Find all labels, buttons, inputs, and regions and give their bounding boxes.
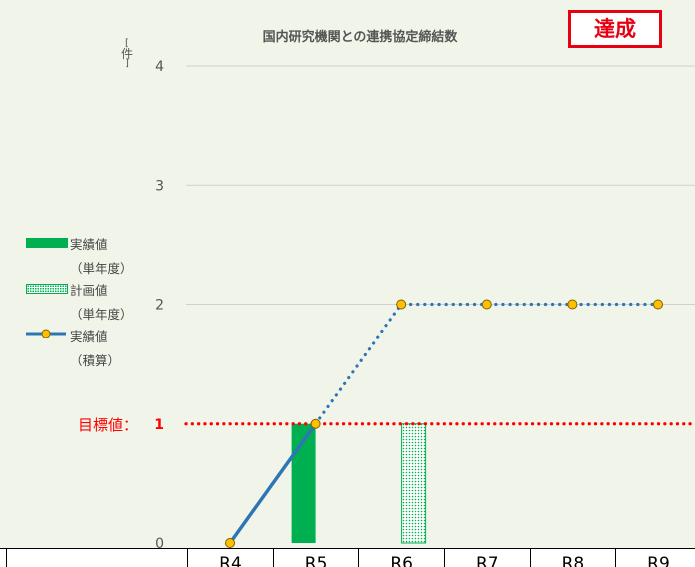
year-table: R4 R5 R6 R7 R8 R9 xyxy=(0,548,695,567)
cumulative-point xyxy=(567,299,578,310)
chart-title: 国内研究機関との連携協定締結数 xyxy=(262,30,458,45)
x-tick-label: R9 xyxy=(615,549,695,567)
legend-sublabel: （積算） xyxy=(70,353,121,368)
legend-label: 計画値 xyxy=(70,283,108,298)
y-tick-label: 0 xyxy=(155,536,164,552)
y-axis-unit-text: 件 xyxy=(120,47,133,61)
cumulative-point xyxy=(225,538,235,548)
legend-key-dotted-bar xyxy=(26,284,68,294)
y-tick-label: 1 xyxy=(154,417,164,433)
legend-item-actual-cumulative: 実績値 （積算） xyxy=(26,326,176,372)
y-axis-unit: [ 件 ] xyxy=(120,38,133,69)
cumulative-line-actual xyxy=(228,422,318,545)
achieved-badge: 達成 xyxy=(568,10,662,48)
cumulative-point xyxy=(310,418,321,429)
x-tick-label: R7 xyxy=(444,549,530,567)
legend-sublabel: （単年度） xyxy=(70,261,133,276)
target-label: 目標値： xyxy=(78,416,139,434)
y-tick-label: 4 xyxy=(155,59,164,75)
bar-plan xyxy=(401,423,427,544)
x-tick-label: R6 xyxy=(358,549,444,567)
legend-key-line-marker xyxy=(26,329,66,338)
cumulative-point xyxy=(653,299,663,310)
legend-label: 実績値 xyxy=(70,329,108,344)
legend: 実績値 （単年度） 計画値 （単年度） 実績値 （積算） xyxy=(26,234,176,372)
y-tick-label: 2 xyxy=(155,298,164,314)
legend-item-actual-single: 実績値 （単年度） xyxy=(26,234,176,280)
cumulative-point xyxy=(481,299,492,310)
legend-sublabel: （単年度） xyxy=(70,307,133,322)
cumulative-line-projected xyxy=(314,302,660,426)
legend-item-plan-single: 計画値 （単年度） xyxy=(26,280,176,326)
cumulative-point xyxy=(396,299,407,310)
x-tick-label: R8 xyxy=(529,549,616,567)
table-header-cell xyxy=(6,549,187,567)
x-tick-label: R5 xyxy=(272,549,359,567)
y-tick-label: 3 xyxy=(155,178,164,194)
legend-label: 実績値 xyxy=(70,237,108,252)
x-tick-label: R4 xyxy=(187,549,273,567)
legend-key-solid-bar xyxy=(26,238,68,248)
bar-actual xyxy=(291,423,316,543)
